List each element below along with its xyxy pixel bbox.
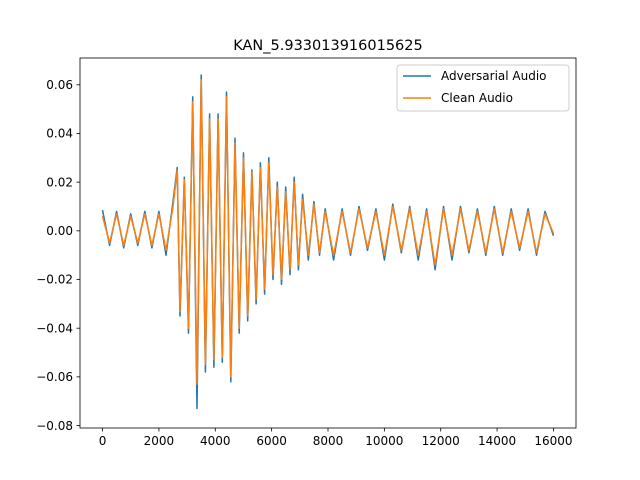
x-tick-label: 10000: [365, 434, 403, 448]
x-tick-label: 12000: [422, 434, 460, 448]
x-tick-label: 14000: [478, 434, 516, 448]
series-line-clean-audio: [101, 79, 555, 385]
y-tick-label: −0.04: [36, 321, 73, 335]
x-tick-label: 0: [99, 434, 107, 448]
x-tick-label: 4000: [200, 434, 231, 448]
series-line-adversarial-audio: [101, 74, 555, 410]
legend: Adversarial Audio Clean Audio: [396, 64, 570, 112]
axes-layer: 0 2000 4000 6000 8000 10000 12000 14000 16000 −0.…: [36, 57, 577, 448]
y-tick-label: 0.00: [46, 224, 73, 238]
x-tick-label: 16000: [534, 434, 572, 448]
series-layer: [101, 74, 555, 410]
x-tick-label: 8000: [313, 434, 344, 448]
y-tick-label: 0.04: [46, 127, 73, 141]
y-tick-label: 0.06: [46, 78, 73, 92]
legend-label-adversarial-audio: Adversarial Audio: [441, 69, 547, 83]
legend-label-clean-audio: Clean Audio: [441, 91, 513, 105]
y-tick-label: 0.02: [46, 175, 73, 189]
y-tick-label: −0.02: [36, 273, 73, 287]
legend-frame: [396, 64, 570, 112]
x-tick-label: 2000: [144, 434, 175, 448]
chart-title: KAN_5.933013916015625: [233, 38, 422, 54]
x-tick-label: 6000: [256, 434, 287, 448]
y-tick-label: −0.06: [36, 370, 73, 384]
y-tick-label: −0.08: [36, 419, 73, 433]
